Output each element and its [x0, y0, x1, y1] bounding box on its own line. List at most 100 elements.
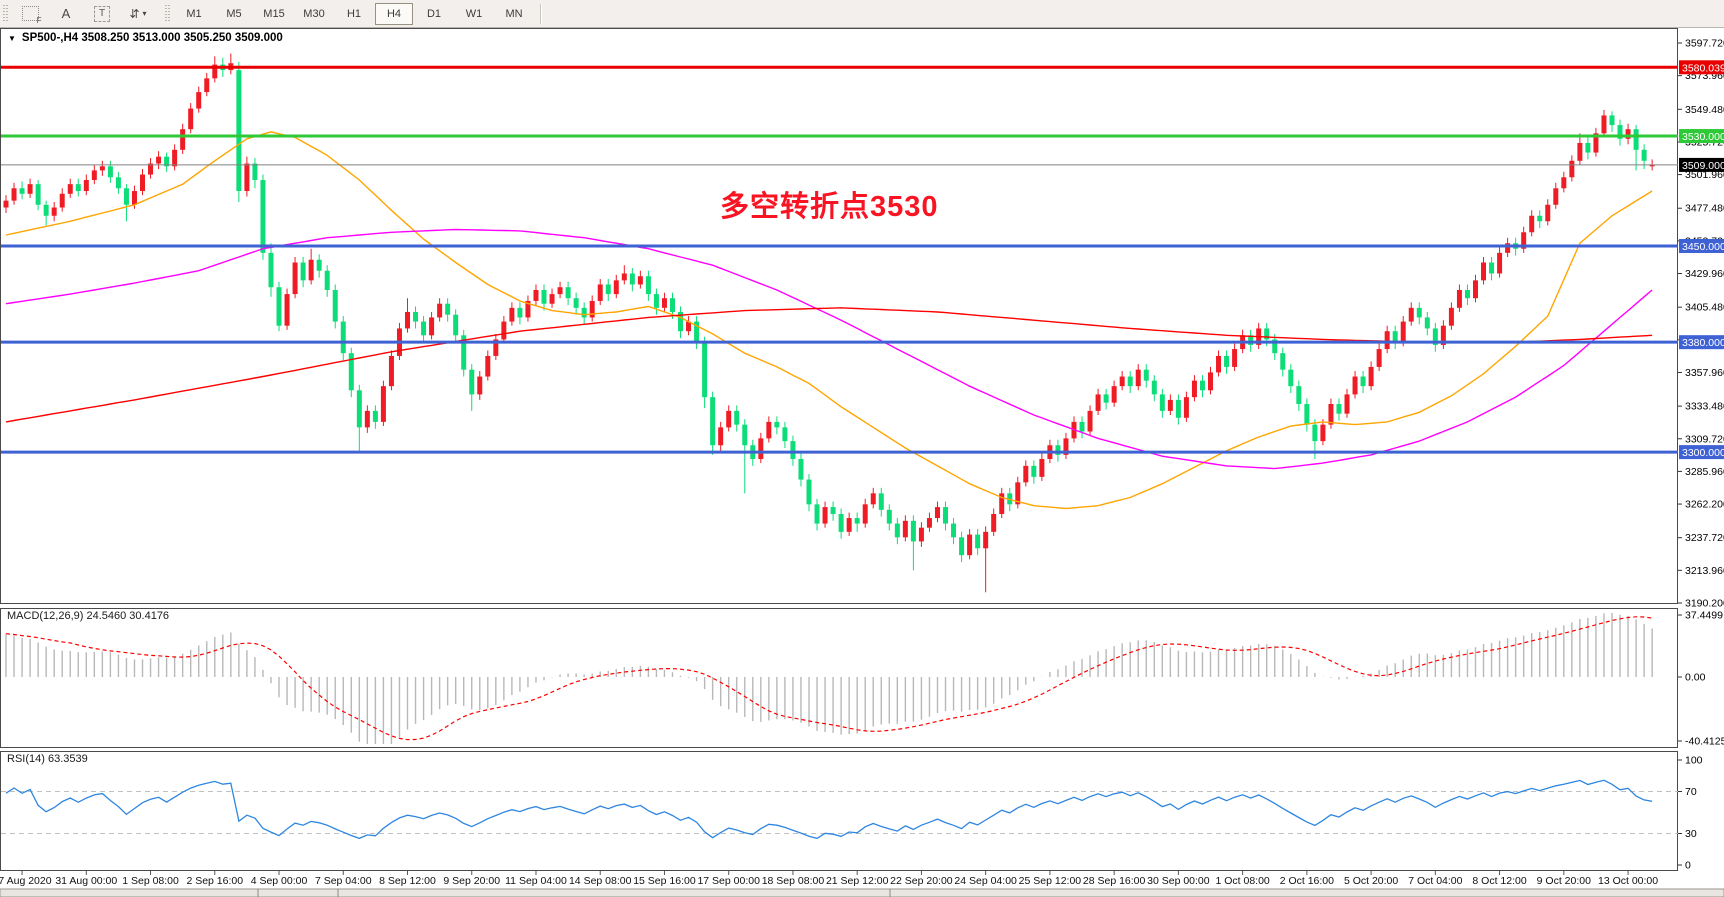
timeframe-button-D1[interactable]: D1 [426, 7, 442, 20]
rsi-line [5, 779, 1653, 840]
indicator-panels: 37.4499 0.00 -40.4125 100 70 30 0 [1, 610, 1724, 872]
text-label-button[interactable]: A [49, 2, 83, 26]
price-tick: 3333.480 [1685, 401, 1724, 413]
price-tick: 3357.960 [1685, 367, 1724, 379]
timeframe-button-M30[interactable]: M30 [303, 7, 325, 20]
time-label: 22 Sep 20:00 [890, 875, 953, 887]
toolbar: F A T ⇵ ▾ M1 M5 M15 M30 H1 H4 D1 W1 MN [0, 0, 1724, 28]
macd-tick: -40.4125 [1685, 736, 1724, 748]
time-label: 8 Oct 12:00 [1472, 875, 1526, 887]
toolbar-grip[interactable] [164, 4, 171, 23]
price-tick: 3501.960 [1685, 169, 1724, 181]
candles [3, 53, 1655, 593]
time-label: 5 Oct 20:00 [1344, 875, 1398, 887]
time-label: 1 Oct 08:00 [1215, 875, 1269, 887]
price-label-3580.039: 3580.039 [1682, 62, 1724, 74]
price-tick: 3477.480 [1685, 203, 1724, 215]
time-label: 7 Sep 04:00 [315, 875, 372, 887]
time-label: 2 Sep 16:00 [186, 875, 243, 887]
time-label: 14 Sep 08:00 [569, 875, 632, 887]
macd-panel-border [0, 608, 1678, 748]
time-label: 30 Sep 00:00 [1147, 875, 1210, 887]
main-chart-area[interactable] [0, 28, 1678, 604]
macd-tick: 37.4499 [1685, 610, 1723, 622]
price-label-3580.039-box [1679, 60, 1724, 75]
current-price-label: 3509.000 [1682, 160, 1724, 172]
macd-panel-area[interactable] [0, 608, 1678, 748]
ma-fast [5, 131, 1653, 510]
price-label-3450.000: 3450.000 [1682, 241, 1724, 253]
time-label: 18 Sep 08:00 [762, 875, 825, 887]
time-label: 9 Sep 20:00 [443, 875, 500, 887]
timeframe-button-M5[interactable]: M5 [226, 7, 242, 20]
price-axis: 3597.7203573.9603549.4803525.7203501.960… [1678, 38, 1724, 610]
price-tick: 3429.960 [1685, 268, 1724, 280]
time-label: 7 Oct 04:00 [1408, 875, 1462, 887]
timeframe-button-H1[interactable]: H1 [346, 7, 362, 20]
price-label-3300.000: 3300.000 [1682, 447, 1724, 459]
bottom-tab-strip[interactable] [0, 888, 1724, 897]
time-label: 27 Aug 2020 [0, 875, 52, 887]
price-tick: 3597.720 [1685, 38, 1724, 50]
price-label-3380.000: 3380.000 [1682, 337, 1724, 349]
timeframe-group: M1 M5 M15 M30 H1 H4 D1 W1 MN [174, 2, 534, 25]
text-box-button[interactable]: T [85, 2, 119, 26]
price-tick: 3237.720 [1685, 532, 1724, 544]
price-tick: 3262.200 [1685, 499, 1724, 511]
time-label: 4 Sep 00:00 [251, 875, 308, 887]
price-label-3380.000-box [1679, 335, 1724, 350]
templates-icon: F [21, 6, 42, 25]
toolbar-separator [540, 3, 542, 24]
current-price-label-box [1679, 157, 1724, 172]
time-label: 2 Oct 16:00 [1280, 875, 1334, 887]
cursor-arrows-icon: ⇵ [129, 6, 140, 21]
price-label-3530.000: 3530.000 [1682, 131, 1724, 143]
rsi-panel-area[interactable] [0, 751, 1678, 871]
timeframe-button-H4[interactable]: H4 [375, 2, 413, 25]
macd-tick: 0.00 [1685, 672, 1706, 684]
price-label-3300.000-box [1679, 445, 1724, 460]
time-label: 11 Sep 04:00 [505, 875, 567, 887]
cursor-arrows-button[interactable]: ⇵ ▾ [121, 2, 155, 26]
time-label: 13 Oct 00:00 [1598, 875, 1658, 887]
rsi-tick: 0 [1685, 860, 1691, 872]
time-label: 24 Sep 04:00 [954, 875, 1017, 887]
timeframe-button-W1[interactable]: W1 [465, 7, 483, 20]
rsi-tick: 100 [1685, 755, 1703, 767]
text-label-icon: A [61, 6, 71, 21]
rsi-panel-border [0, 751, 1678, 871]
toolbar-grip[interactable] [2, 4, 9, 23]
price-tick: 3549.480 [1685, 104, 1724, 116]
timeframe-button-MN[interactable]: MN [505, 7, 523, 20]
time-label: 31 Aug 00:00 [55, 875, 117, 887]
text-box-icon: T [94, 5, 110, 22]
time-axis: 27 Aug 202031 Aug 00:00 1 Sep 08:00 2 Sep … [0, 871, 1724, 897]
rsi-tick: 70 [1685, 786, 1697, 798]
time-label: 1 Sep 08:00 [122, 875, 179, 887]
price-tick: 3285.960 [1685, 466, 1724, 478]
timeframe-button-M1[interactable]: M1 [186, 7, 202, 20]
price-tick: 3190.200 [1685, 598, 1724, 610]
time-label: 25 Sep 12:00 [1019, 875, 1082, 887]
macd-signal-line [5, 616, 1653, 741]
time-label: 8 Sep 12:00 [379, 875, 436, 887]
dropdown-caret-icon: ▾ [142, 9, 147, 18]
rsi-tick: 30 [1685, 828, 1697, 840]
time-label: 21 Sep 12:00 [826, 875, 889, 887]
time-label: 17 Sep 00:00 [697, 875, 760, 887]
templates-icon-button[interactable]: F [13, 2, 47, 26]
price-tick: 3309.720 [1685, 433, 1724, 445]
horizontal-lines [1, 65, 1678, 454]
price-tick: 3405.480 [1685, 302, 1724, 314]
time-label: 9 Oct 20:00 [1537, 875, 1591, 887]
time-label: 28 Sep 16:00 [1083, 875, 1146, 887]
time-label: 15 Sep 16:00 [633, 875, 696, 887]
time-axis-scale[interactable] [0, 871, 1724, 889]
price-axis-scale[interactable] [1678, 28, 1724, 871]
price-tick: 3213.960 [1685, 565, 1724, 577]
timeframe-button-M15[interactable]: M15 [263, 7, 285, 20]
price-label-3450.000-box [1679, 238, 1724, 253]
price-label-3530.000-box [1679, 129, 1724, 144]
